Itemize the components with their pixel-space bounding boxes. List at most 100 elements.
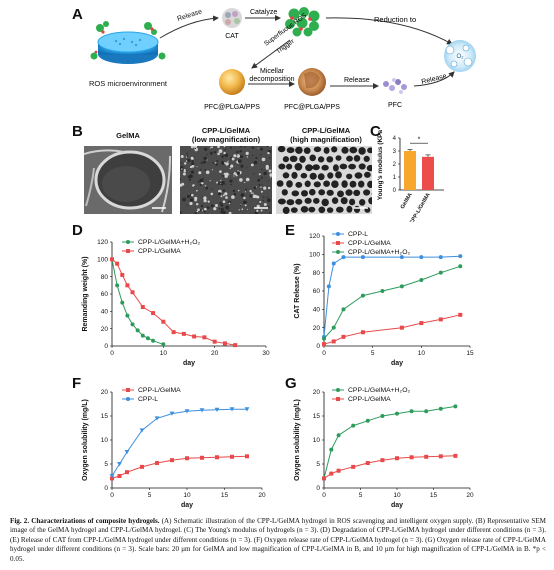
sem-texture-dot bbox=[247, 208, 248, 210]
sem-texture-dot bbox=[253, 160, 258, 165]
sem-texture-dot bbox=[186, 195, 190, 198]
series-line bbox=[111, 408, 247, 477]
cat-molecule-icon bbox=[222, 8, 242, 28]
data-point bbox=[171, 330, 176, 335]
data-point bbox=[185, 456, 189, 461]
sem-texture-dot bbox=[197, 181, 200, 183]
data-point bbox=[458, 254, 463, 259]
data-point bbox=[115, 283, 120, 288]
trigger-label: Trigger bbox=[275, 38, 296, 56]
sem-texture-dot bbox=[223, 172, 227, 176]
sem-texture-dot bbox=[225, 205, 230, 210]
data-point bbox=[419, 278, 424, 282]
sem-texture-dot bbox=[196, 203, 199, 206]
y-axis-label: Young's modulus (KPa) bbox=[377, 130, 384, 200]
sem-pore bbox=[282, 206, 290, 214]
sem-texture-dot bbox=[232, 189, 236, 193]
data-point bbox=[170, 458, 174, 463]
legend-label: CPP-L/GelMA bbox=[348, 240, 391, 247]
sem-texture-dot bbox=[237, 189, 240, 192]
pfc-plga-particle-icon bbox=[219, 69, 245, 95]
x-tick-label: 0 bbox=[322, 492, 326, 499]
sem-texture-dot bbox=[213, 151, 217, 154]
data-point bbox=[331, 339, 336, 344]
sem-pore bbox=[321, 198, 329, 207]
sem-texture-dot bbox=[256, 209, 259, 212]
sem-pore bbox=[309, 172, 317, 180]
y-tick-label: 100 bbox=[97, 257, 108, 264]
sem-texture-dot bbox=[240, 146, 243, 148]
sem-texture-dot bbox=[210, 192, 214, 196]
sem-pore bbox=[286, 180, 293, 188]
y-tick-label: 1 bbox=[393, 175, 397, 181]
sem-texture-dot bbox=[246, 156, 249, 158]
sem-texture-dot bbox=[215, 163, 218, 166]
data-point bbox=[341, 307, 346, 312]
sem-texture-dot bbox=[203, 199, 207, 203]
data-point bbox=[399, 255, 404, 260]
y-tick-label: 2 bbox=[393, 162, 397, 168]
y-tick-label: 120 bbox=[309, 233, 320, 240]
sem-image-gelma bbox=[84, 146, 172, 214]
data-point bbox=[438, 406, 443, 411]
sem-pore bbox=[359, 199, 366, 206]
sem-texture-dot bbox=[205, 170, 210, 175]
data-point bbox=[341, 334, 346, 339]
data-point bbox=[245, 454, 249, 459]
data-point bbox=[124, 450, 130, 455]
sem-texture-dot bbox=[199, 209, 202, 212]
sem-pore bbox=[345, 189, 353, 196]
sem-texture-dot bbox=[188, 178, 191, 181]
caption-title: Fig. 2. Characterizations of composite h… bbox=[10, 517, 160, 525]
sem-texture-dot bbox=[223, 151, 226, 155]
sem-pore bbox=[281, 189, 288, 196]
x-tick-label: 15 bbox=[221, 492, 229, 499]
x-tick-label: 20 bbox=[258, 492, 266, 499]
data-point bbox=[140, 464, 144, 469]
sem-pore bbox=[332, 164, 339, 172]
sem-texture-dot bbox=[230, 164, 234, 168]
sem-texture-dot bbox=[256, 204, 260, 208]
sem-texture-dot bbox=[191, 164, 195, 168]
sem-pore bbox=[291, 190, 300, 197]
sem-pore bbox=[346, 155, 353, 162]
data-point bbox=[110, 257, 114, 262]
legend-marker bbox=[336, 232, 340, 236]
sem-texture-dot bbox=[265, 166, 269, 170]
legend-marker bbox=[126, 249, 130, 253]
data-point bbox=[395, 411, 399, 416]
sem-texture-dot bbox=[254, 211, 258, 214]
sem-texture-dot bbox=[202, 160, 206, 164]
sem-texture-dot bbox=[260, 186, 262, 188]
data-point bbox=[230, 454, 234, 459]
data-point bbox=[199, 408, 205, 413]
sem-pore bbox=[346, 205, 353, 213]
data-point bbox=[453, 404, 458, 409]
sem-texture-dot bbox=[218, 207, 221, 210]
sem-texture-dot bbox=[241, 208, 244, 210]
sem-texture-dot bbox=[182, 172, 186, 176]
sem-texture-dot bbox=[203, 156, 207, 160]
y-tick-label: 20 bbox=[313, 389, 321, 396]
sem-texture-dot bbox=[231, 195, 235, 199]
x-tick-label: 0 bbox=[110, 350, 114, 357]
y-tick-label: 60 bbox=[101, 291, 109, 298]
sem-pore bbox=[349, 198, 356, 206]
sem-texture-dot bbox=[189, 198, 194, 202]
sem-pore bbox=[308, 206, 316, 213]
data-point bbox=[322, 342, 326, 347]
data-point bbox=[214, 407, 220, 412]
sem-texture-dot bbox=[191, 162, 195, 166]
x-tick-label: 0 bbox=[322, 350, 326, 357]
sem-pore bbox=[301, 190, 308, 197]
data-point bbox=[120, 272, 125, 277]
sem-pore bbox=[358, 180, 365, 188]
data-point bbox=[115, 261, 120, 266]
sem-texture-dot bbox=[205, 186, 208, 190]
sem-texture-dot bbox=[220, 203, 223, 206]
sem-pore bbox=[335, 155, 342, 161]
data-point bbox=[139, 428, 145, 433]
sem-pore bbox=[363, 189, 371, 196]
panel-letter-d: D bbox=[72, 222, 83, 239]
sem-pore bbox=[336, 206, 344, 213]
